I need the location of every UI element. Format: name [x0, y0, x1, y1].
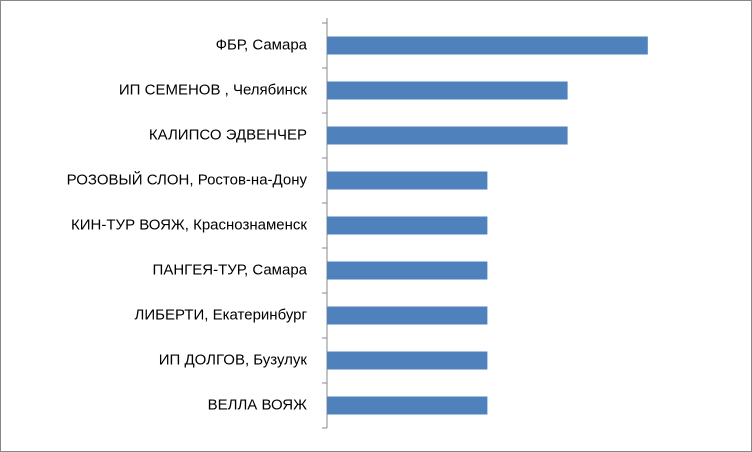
y-tick-label: ФБР, Самара [216, 36, 308, 53]
bar [327, 306, 488, 325]
bar [327, 81, 568, 100]
bar [327, 396, 488, 415]
y-tick-label: КАЛИПСО ЭДВЕНЧЕР [149, 126, 307, 143]
bar [327, 261, 488, 280]
y-tick-label: КИН-ТУР ВОЯЖ, Краснознаменск [71, 216, 307, 233]
y-tick-label: ИП ДОЛГОВ, Бузулук [159, 351, 308, 368]
y-tick-label: РОЗОВЫЙ СЛОН, Ростов-на-Дону [67, 170, 308, 188]
bar [327, 216, 488, 235]
y-tick-label: ВЕЛЛА ВОЯЖ [208, 396, 308, 413]
bar [327, 126, 568, 145]
bar [327, 171, 488, 190]
y-tick-label: ИП СЕМЕНОВ , Челябинск [119, 81, 308, 98]
y-tick-label: ПАНГЕЯ-ТУР, Самара [153, 261, 308, 278]
bar [327, 351, 488, 370]
bar [327, 36, 648, 55]
y-tick-label: ЛИБЕРТИ, Екатеринбург [135, 306, 308, 323]
